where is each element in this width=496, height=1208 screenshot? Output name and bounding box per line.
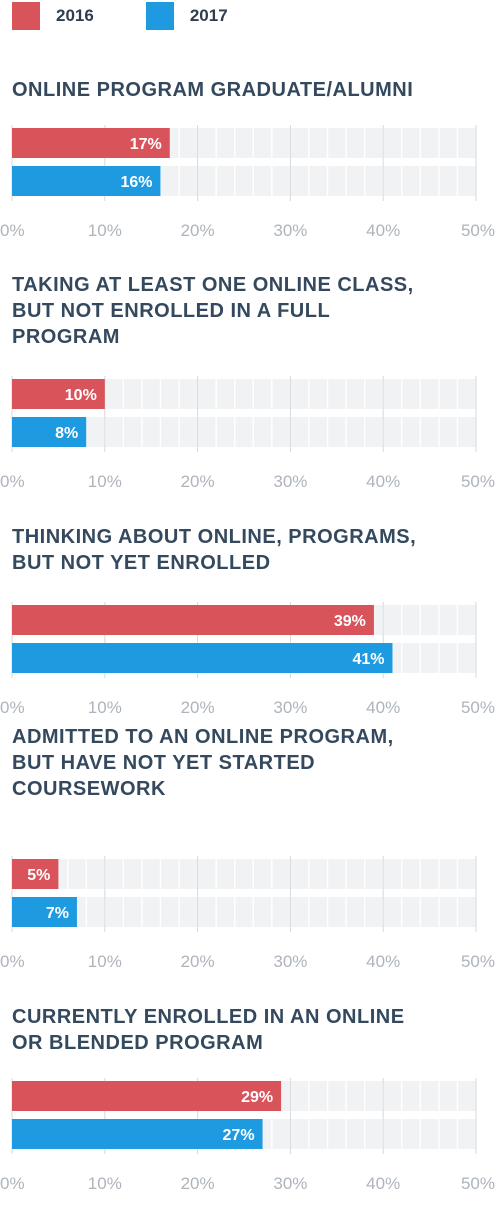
bar-2017 bbox=[12, 1119, 263, 1149]
bar-2016 bbox=[12, 1081, 282, 1111]
x-tick-label: 10% bbox=[88, 1174, 122, 1193]
bar-plot: 17% 16% 0% 10% 20% 30% 40% 50% bbox=[0, 125, 495, 240]
bar-track bbox=[12, 859, 476, 889]
bar-value-label: 41% bbox=[352, 651, 384, 668]
chart-title: TAKING AT LEAST ONE ONLINE CLASS, BUT NO… bbox=[12, 274, 414, 348]
x-tick-label: 30% bbox=[273, 952, 307, 971]
x-tick-label: 10% bbox=[88, 698, 122, 717]
x-tick-label: 20% bbox=[181, 952, 215, 971]
bar-track bbox=[12, 897, 476, 927]
x-tick-label: 30% bbox=[273, 221, 307, 240]
chart-title: CURRENTLY ENROLLED IN AN ONLINE OR BLEND… bbox=[12, 1006, 405, 1054]
bar-2016 bbox=[12, 605, 374, 635]
x-tick-label: 0% bbox=[0, 472, 25, 491]
x-tick-label: 30% bbox=[273, 472, 307, 491]
bar-value-label: 29% bbox=[241, 1089, 273, 1106]
x-tick-label: 50% bbox=[461, 472, 495, 491]
bar-value-label: 27% bbox=[223, 1127, 255, 1144]
bar-value-label: 39% bbox=[334, 613, 366, 630]
bar-plot: 5% 7% 0% 10% 20% 30% 40% 50% bbox=[0, 856, 495, 971]
bar-value-label: 17% bbox=[130, 136, 162, 153]
x-tick-label: 40% bbox=[366, 221, 400, 240]
bar-2017 bbox=[12, 417, 87, 447]
x-tick-label: 40% bbox=[366, 472, 400, 491]
x-tick-label: 20% bbox=[181, 1174, 215, 1193]
x-tick-label: 20% bbox=[181, 472, 215, 491]
x-tick-label: 50% bbox=[461, 698, 495, 717]
bar-plot: 29% 27% 0% 10% 20% 30% 40% 50% bbox=[0, 1078, 495, 1193]
x-tick-label: 40% bbox=[366, 1174, 400, 1193]
x-tick-label: 40% bbox=[366, 698, 400, 717]
chart-title: THINKING ABOUT ONLINE, PROGRAMS, BUT NOT… bbox=[12, 526, 417, 574]
bar-2016 bbox=[12, 379, 105, 409]
bar-value-label: 8% bbox=[55, 425, 78, 442]
legend-item-2017: 2017 bbox=[145, 2, 228, 30]
bar-plot: 10% 8% 0% 10% 20% 30% 40% 50% bbox=[0, 376, 495, 491]
x-tick-label: 50% bbox=[461, 952, 495, 971]
bar-2016 bbox=[12, 859, 59, 889]
x-tick-label: 0% bbox=[0, 221, 25, 240]
x-tick-label: 10% bbox=[88, 221, 122, 240]
bar-value-label: 7% bbox=[46, 905, 69, 922]
legend-label-2016: 2016 bbox=[56, 6, 94, 25]
bar-value-label: 10% bbox=[65, 387, 97, 404]
x-tick-label: 20% bbox=[181, 698, 215, 717]
bar-track bbox=[12, 417, 476, 447]
x-tick-label: 30% bbox=[273, 1174, 307, 1193]
x-tick-label: 10% bbox=[88, 952, 122, 971]
x-tick-label: 30% bbox=[273, 698, 307, 717]
x-tick-label: 20% bbox=[181, 221, 215, 240]
x-tick-label: 0% bbox=[0, 1174, 25, 1193]
bar-2017 bbox=[12, 166, 161, 196]
bar-value-label: 16% bbox=[120, 174, 152, 191]
x-tick-label: 0% bbox=[0, 952, 25, 971]
chart-title: ONLINE PROGRAM GRADUATE/ALUMNI bbox=[12, 79, 414, 101]
legend-item-2016: 2016 bbox=[12, 2, 94, 30]
legend-label-2017: 2017 bbox=[189, 6, 228, 25]
bar-2017 bbox=[12, 897, 77, 927]
x-tick-label: 10% bbox=[88, 472, 122, 491]
x-tick-label: 0% bbox=[0, 698, 25, 717]
legend-swatch-2017 bbox=[145, 2, 174, 30]
bar-value-label: 5% bbox=[27, 867, 50, 884]
x-tick-label: 50% bbox=[461, 1174, 495, 1193]
chart-title: ADMITTED TO AN ONLINE PROGRAM, BUT HAVE … bbox=[12, 726, 394, 800]
x-tick-label: 50% bbox=[461, 221, 495, 240]
legend: 2016 2017 bbox=[12, 2, 280, 30]
x-tick-label: 40% bbox=[366, 952, 400, 971]
legend-swatch-2016 bbox=[12, 2, 40, 30]
bar-2016 bbox=[12, 128, 170, 158]
bar-plot: 39% 41% 0% 10% 20% 30% 40% 50% bbox=[0, 602, 495, 717]
bar-2017 bbox=[12, 643, 393, 673]
